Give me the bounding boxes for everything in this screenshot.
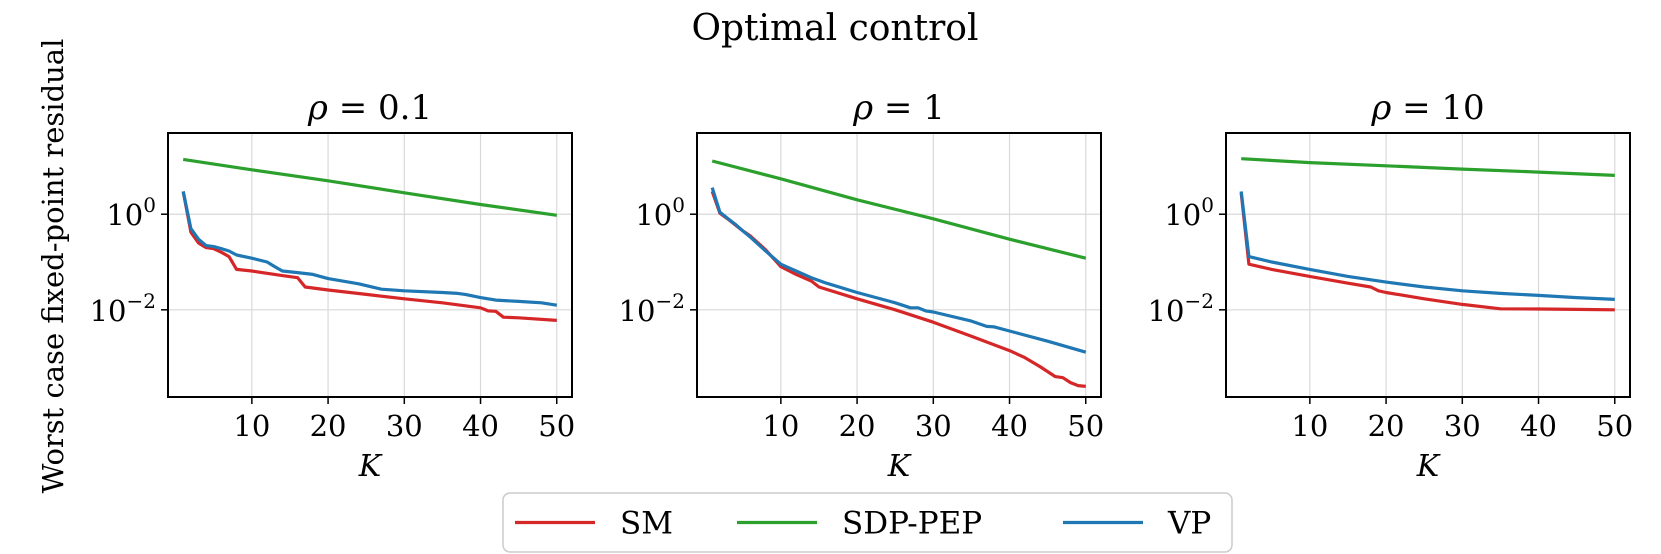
x-tick-label: 20: [310, 409, 347, 443]
x-tick-label: 10: [1291, 409, 1328, 443]
x-tick-label: 50: [538, 409, 575, 443]
series-line-sm: [710, 190, 1086, 388]
series-line-sdp-pep: [1241, 157, 1615, 177]
chart-panel-3: 10 20 30 40 50 100 10−2 Kρ = 10: [1148, 88, 1634, 484]
subplot-title: ρ = 10: [1370, 88, 1484, 128]
x-tick-label: 20: [1368, 409, 1405, 443]
legend-label: SM: [620, 506, 673, 542]
axes-frame: [167, 132, 573, 398]
x-tick-label: 30: [915, 409, 952, 443]
series-line-sm: [1239, 192, 1615, 312]
legend: SM SDP-PEP VP: [502, 492, 1233, 553]
y-tick-label: 100: [106, 193, 156, 232]
figure-ylabel: Worst case fixed-point residual: [36, 39, 70, 494]
legend-entry-sdp-pep: SDP-PEP: [737, 506, 982, 542]
y-tick-label: 100: [1164, 193, 1214, 232]
x-tick-label: 30: [386, 409, 423, 443]
y-tick-label: 10−2: [90, 289, 156, 328]
y-tick-label: 100: [635, 193, 685, 232]
legend-entry-sm: SM: [515, 506, 673, 542]
axes-frame: [696, 132, 1102, 398]
series-line-vp: [181, 191, 558, 307]
x-tick-label: 50: [1067, 409, 1104, 443]
series-line-sm: [181, 191, 557, 322]
figure-suptitle: Optimal control: [692, 8, 979, 49]
chart-panel-1: 10 20 30 40 50 100 10−2 Kρ = 0.1: [90, 88, 576, 484]
legend-entry-vp: VP: [1063, 506, 1211, 542]
x-tick-label: 40: [462, 409, 499, 443]
legend-label: SDP-PEP: [842, 506, 982, 542]
x-tick-label: 20: [839, 409, 876, 443]
series-line-vp: [1239, 191, 1615, 301]
x-tick-label: 30: [1444, 409, 1481, 443]
x-tick-label: 40: [991, 409, 1028, 443]
subplot-title: ρ = 1: [852, 88, 945, 128]
x-axis-label: K: [358, 449, 383, 484]
series-line-sdp-pep: [711, 159, 1087, 260]
y-tick-label: 10−2: [1148, 289, 1214, 328]
x-tick-label: 50: [1596, 409, 1633, 443]
x-tick-label: 10: [233, 409, 270, 443]
x-axis-label: K: [887, 449, 912, 484]
legend-frame: [502, 492, 1233, 553]
x-axis-label: K: [1416, 449, 1441, 484]
series-line-vp: [710, 187, 1087, 354]
axes-frame: [1225, 132, 1631, 398]
y-tick-label: 10−2: [619, 289, 685, 328]
chart-panel-2: 10 20 30 40 50 100 10−2 Kρ = 1: [619, 88, 1105, 484]
series-line-sdp-pep: [182, 157, 558, 217]
legend-label: VP: [1167, 506, 1211, 542]
subplot-title: ρ = 0.1: [307, 88, 432, 128]
x-tick-label: 40: [1520, 409, 1557, 443]
x-tick-label: 10: [762, 409, 799, 443]
